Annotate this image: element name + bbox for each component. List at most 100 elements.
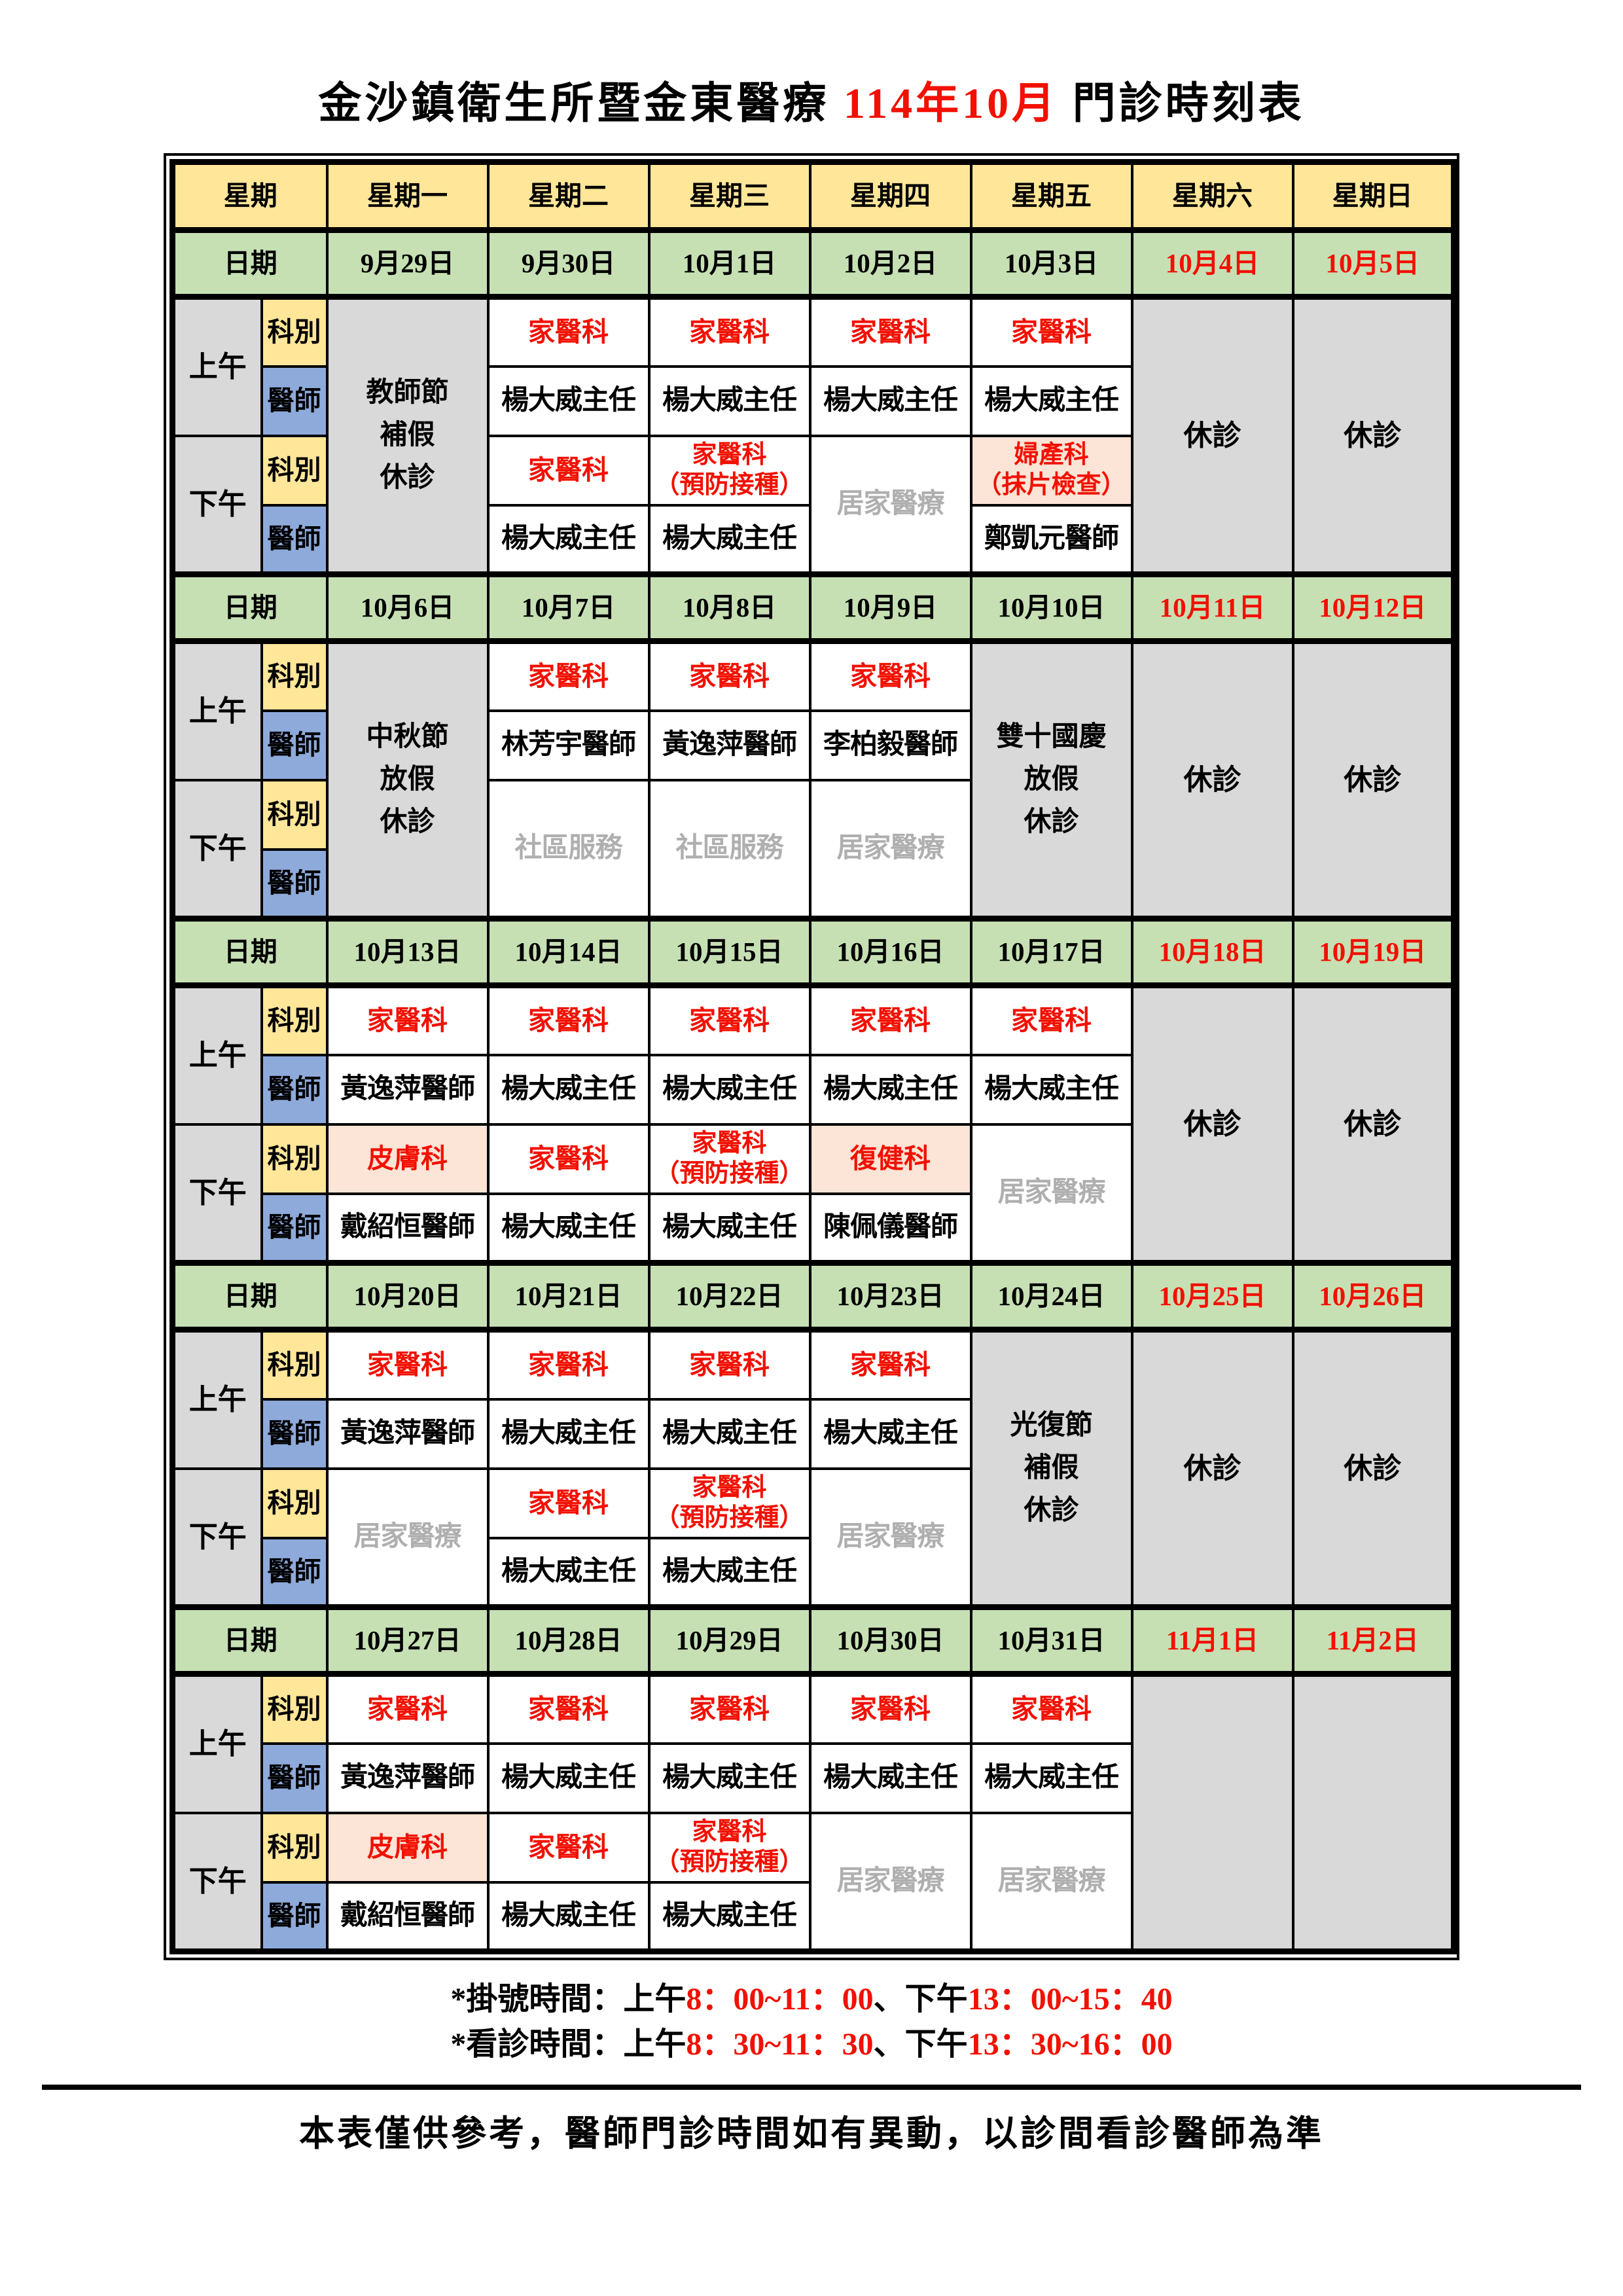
outreach-cell: 居家醫療 — [969, 1811, 1133, 1953]
dept-cell: 家醫科 — [808, 295, 972, 368]
doctor-cell: 楊大威主任 — [808, 1053, 972, 1126]
pm-label-cell: 下午 — [171, 434, 263, 576]
dept-cell: 家醫科 （預防接種） — [647, 1467, 812, 1539]
doctor-label-cell: 醫師 — [260, 1192, 329, 1265]
doctor-cell: 楊大威主任 — [808, 1742, 972, 1814]
doctor-label-cell: 醫師 — [260, 1536, 329, 1609]
doctor-cell: 楊大威主任 — [486, 1880, 651, 1953]
closed-cell: 休診 — [1130, 639, 1294, 920]
page-title: 金沙鎮衛生所暨金東醫療 114年10月 門診時刻表 — [0, 68, 1623, 131]
date-cell: 10月22日 — [647, 1260, 812, 1333]
doctor-label-cell: 醫師 — [260, 709, 329, 781]
pm-dept-row: 下午 科別 社區服務 社區服務 居家醫療 — [171, 778, 1454, 920]
am-label-cell: 上午 — [171, 1328, 263, 1470]
doctor-cell: 楊大威主任 — [486, 1192, 651, 1265]
doctor-cell: 楊大威主任 — [486, 1742, 651, 1814]
outreach-cell: 居家醫療 — [808, 1811, 972, 1953]
date-cell-weekend: 10月5日 — [1291, 227, 1455, 300]
date-cell: 10月27日 — [325, 1604, 490, 1677]
date-cell-weekend: 10月25日 — [1130, 1260, 1294, 1333]
visit-hours-label: *看診時間：上午 — [450, 2027, 687, 2062]
outreach-cell: 居家醫療 — [808, 434, 972, 576]
date-label-cell: 日期 — [171, 1604, 329, 1677]
registration-hours-label: *掛號時間：上午 — [450, 1982, 687, 2017]
date-row: 日期 10月6日 10月7日 10月8日 10月9日 10月10日 10月11日… — [171, 571, 1455, 644]
date-cell: 9月30日 — [486, 227, 651, 300]
dept-cell: 家醫科 — [325, 1328, 490, 1401]
date-row: 日期 10月13日 10月14日 10月15日 10月16日 10月17日 10… — [171, 916, 1455, 988]
pm-doctor-row: 醫師 楊大威主任 楊大威主任 — [173, 1536, 1454, 1609]
am-dept-row: 上午 科別 家醫科 家醫科 家醫科 家醫科 家醫科 — [171, 1672, 1455, 1953]
date-cell: 10月16日 — [808, 916, 972, 988]
am-doctor-row: 醫師 黃逸萍醫師 楊大威主任 楊大威主任 楊大威主任 楊大威主任 — [173, 1742, 1454, 1814]
doctor-cell: 楊大威主任 — [647, 1536, 812, 1609]
weekday-header-cell: 星期三 — [647, 160, 812, 232]
doctor-cell: 楊大威主任 — [486, 503, 651, 576]
am-dept-row: 上午 科別 中秋節 放假 休診 家醫科 家醫科 家醫科 雙十國慶 放假 休診 休… — [171, 639, 1455, 920]
doctor-cell: 楊大威主任 — [808, 1397, 972, 1470]
am-label-cell: 上午 — [171, 295, 263, 437]
title-suffix: 門診時刻表 — [1058, 80, 1305, 128]
dept-cell: 家醫科 — [808, 1672, 972, 1745]
doctor-label-cell: 醫師 — [260, 365, 329, 437]
date-cell: 10月10日 — [969, 571, 1133, 644]
pm-doctor-row: 醫師 戴紹恒醫師 楊大威主任 楊大威主任 — [173, 1880, 1454, 1953]
pm-dept-row: 下午 科別 家醫科 家醫科 （預防接種） 居家醫療 婦產科 （抹片檢查） — [171, 434, 1454, 576]
weekday-header-cell: 星期一 — [325, 160, 490, 232]
doctor-cell: 黃逸萍醫師 — [325, 1742, 490, 1814]
doctor-cell: 林芳宇醫師 — [486, 709, 651, 781]
pm-label-cell: 下午 — [171, 1122, 263, 1265]
outreach-cell: 社區服務 — [486, 778, 651, 920]
doctor-cell: 楊大威主任 — [647, 1192, 812, 1265]
dept-cell: 家醫科 — [969, 295, 1133, 368]
schedule-table: 星期 星期一 星期二 星期三 星期四 星期五 星期六 星期日 日期 9月29日 … — [169, 159, 1457, 1954]
doctor-cell: 楊大威主任 — [647, 503, 812, 576]
doctor-cell: 楊大威主任 — [647, 1397, 812, 1470]
doctor-cell: 黃逸萍醫師 — [325, 1397, 490, 1470]
doctor-label-cell: 醫師 — [260, 848, 329, 920]
am-label-cell: 上午 — [171, 639, 263, 781]
doctor-cell: 楊大威主任 — [486, 1397, 651, 1470]
dept-cell: 家醫科 — [486, 434, 651, 507]
dept-cell: 家醫科 （預防接種） — [647, 1122, 812, 1195]
date-cell: 10月15日 — [647, 916, 812, 988]
date-cell: 10月24日 — [969, 1260, 1133, 1333]
dept-cell: 家醫科 — [647, 984, 812, 1056]
dept-cell: 家醫科 — [486, 1467, 651, 1539]
doctor-cell: 楊大威主任 — [969, 365, 1133, 437]
date-row: 日期 10月27日 10月28日 10月29日 10月30日 10月31日 11… — [171, 1604, 1455, 1677]
outreach-cell: 社區服務 — [647, 778, 812, 920]
dept-label-cell: 科別 — [260, 434, 329, 507]
closed-cell: 休診 — [1291, 639, 1455, 920]
dept-cell: 家醫科 — [325, 984, 490, 1056]
dept-label-cell: 科別 — [260, 1328, 329, 1401]
am-label-cell: 上午 — [171, 984, 263, 1126]
dept-cell: 家醫科 — [486, 1672, 651, 1745]
weekday-header-cell: 星期二 — [486, 160, 651, 232]
pm-doctor-row: 醫師 — [173, 848, 1454, 920]
dept-cell: 家醫科 — [647, 1672, 812, 1745]
date-cell-weekend: 10月19日 — [1291, 916, 1455, 988]
pm-label-cell: 下午 — [171, 1811, 263, 1953]
schedule-table-frame: 星期 星期一 星期二 星期三 星期四 星期五 星期六 星期日 日期 9月29日 … — [164, 153, 1459, 1960]
doctor-cell: 楊大威主任 — [969, 1053, 1133, 1126]
doctor-label-cell: 醫師 — [260, 1397, 329, 1470]
registration-hours-mid: 、下午 — [873, 1982, 968, 2017]
doctor-cell: 戴紹恒醫師 — [325, 1880, 490, 1953]
am-dept-row: 上午 科別 家醫科 家醫科 家醫科 家醫科 家醫科 休診 休診 — [171, 984, 1455, 1265]
doctor-label-cell: 醫師 — [260, 503, 329, 576]
date-cell: 9月29日 — [325, 227, 490, 300]
date-cell: 10月7日 — [486, 571, 651, 644]
date-label-cell: 日期 — [171, 916, 329, 988]
pm-label-cell: 下午 — [171, 778, 263, 920]
pm-doctor-row: 醫師 戴紹恒醫師 楊大威主任 楊大威主任 陳佩儀醫師 — [173, 1192, 1454, 1265]
title-clinic-name: 金沙鎮衛生所暨金東醫療 — [318, 80, 844, 128]
doctor-cell: 楊大威主任 — [808, 365, 972, 437]
doctor-cell: 黃逸萍醫師 — [325, 1053, 490, 1126]
closed-cell — [1291, 1672, 1455, 1953]
dept-label-cell: 科別 — [260, 1672, 329, 1745]
am-label-cell: 上午 — [171, 1672, 263, 1814]
doctor-cell: 黃逸萍醫師 — [647, 709, 812, 781]
am-doctor-row: 醫師 林芳宇醫師 黃逸萍醫師 李柏毅醫師 — [173, 709, 1454, 781]
pm-dept-row: 下午 科別 皮膚科 家醫科 家醫科 （預防接種） 居家醫療 居家醫療 — [171, 1811, 1454, 1953]
